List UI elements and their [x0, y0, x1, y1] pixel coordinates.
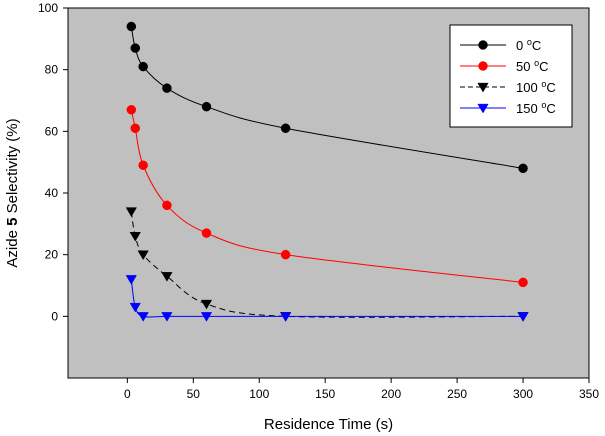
- data-point: [137, 250, 149, 261]
- data-point: [201, 228, 212, 238]
- axes-layer: 0 50 100 150 200 250 300 350 0 20 40 60 80 100: [38, 1, 599, 401]
- legend-entry: 150 oC: [460, 100, 556, 116]
- data-point: [126, 105, 137, 115]
- x-tick-label: 250: [447, 387, 467, 401]
- legend-label-unit: C: [539, 59, 548, 74]
- data-point: [162, 200, 172, 211]
- x-tick-label: 200: [381, 387, 401, 401]
- legend-entry: 100 oC: [460, 79, 556, 95]
- legend-label-unit: C: [546, 80, 555, 95]
- legend-entry: 50 oC: [460, 58, 548, 74]
- plot-marks-layer: [125, 21, 529, 322]
- x-tick-label: 350: [579, 387, 599, 401]
- legend-marker: [477, 82, 489, 93]
- data-point: [129, 302, 141, 313]
- degree-sign: o: [541, 100, 546, 110]
- legend-box: [449, 24, 573, 128]
- legend-label-value: 50: [516, 59, 534, 74]
- series-1: [126, 105, 528, 288]
- data-point: [130, 123, 141, 133]
- degree-sign: o: [527, 37, 532, 47]
- legend-entry: 0 oC: [460, 37, 541, 53]
- series-line: [130, 211, 524, 318]
- x-tick-label: 0: [124, 387, 131, 401]
- data-point: [129, 232, 141, 242]
- data-point: [126, 21, 137, 32]
- legend-label: 0 oC: [516, 37, 541, 53]
- data-point: [138, 160, 148, 170]
- legend-label-unit: C: [546, 101, 555, 116]
- data-point: [279, 312, 292, 322]
- degree-sign: o: [541, 79, 546, 89]
- data-point: [138, 61, 148, 72]
- y-tick-label: 60: [45, 124, 59, 138]
- legend-label-value: 150: [516, 101, 541, 116]
- data-point: [161, 272, 173, 282]
- legend-label-value: 100: [516, 80, 541, 95]
- y-tick-label: 40: [45, 186, 59, 200]
- y-axis-title-suffix: Selectivity (%): [4, 118, 21, 217]
- data-point: [162, 83, 172, 93]
- legend-label: 150 oC: [516, 100, 556, 116]
- x-tick-label: 150: [315, 387, 335, 401]
- data-point: [200, 312, 213, 322]
- data-point: [517, 312, 529, 322]
- y-axis-title: Azide 5 Selectivity (%): [4, 118, 21, 267]
- data-point: [280, 249, 291, 260]
- series-3: [125, 275, 529, 322]
- series-0: [126, 21, 528, 174]
- y-axis-title-prefix: Azide: [4, 226, 21, 268]
- degree-sign: o: [534, 58, 539, 68]
- data-point: [518, 277, 528, 288]
- y-tick-label: 80: [45, 63, 59, 77]
- x-tick-label: 100: [249, 387, 269, 401]
- x-tick-label: 50: [187, 387, 201, 401]
- data-point: [125, 207, 137, 217]
- y-tick-label: 100: [38, 1, 58, 15]
- x-axis-title: Residence Time (s): [264, 416, 393, 433]
- legend-label-value: 0: [516, 38, 527, 53]
- legend-label: 50 oC: [516, 58, 548, 74]
- y-tick-label: 0: [51, 309, 58, 323]
- data-point: [137, 312, 149, 322]
- x-tick-label: 300: [513, 387, 533, 401]
- data-point: [200, 299, 213, 310]
- data-point: [518, 163, 528, 174]
- data-point: [280, 123, 291, 133]
- legend-marker: [477, 103, 489, 114]
- y-tick-label: 20: [45, 248, 59, 262]
- legend-label: 100 oC: [516, 79, 556, 95]
- legend-label-unit: C: [532, 38, 541, 53]
- data-point: [161, 312, 173, 322]
- data-point: [130, 43, 141, 53]
- y-axis-title-compound: 5: [4, 218, 21, 226]
- legend-marker: [478, 40, 488, 50]
- data-point: [125, 275, 137, 285]
- data-point: [201, 101, 212, 112]
- legend-marker: [478, 61, 488, 71]
